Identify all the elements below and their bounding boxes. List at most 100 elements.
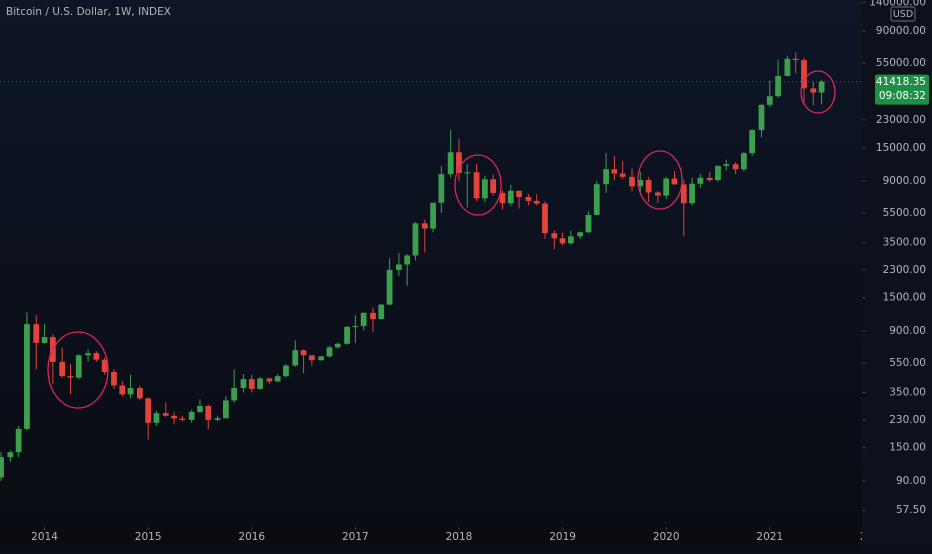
candle-body [697,177,704,184]
candle-body [145,398,152,423]
y-tick-label: 15000.00 [876,142,926,154]
candle-body [7,452,14,458]
candle-body [119,385,126,395]
candle-body [162,413,169,416]
candle-body [222,400,229,419]
currency-label: USD [893,9,913,20]
candle-body [283,365,289,377]
candle-body [33,324,40,343]
candle-body [292,350,299,366]
candle-body [490,179,497,193]
candle-body [0,457,4,478]
price-tag [875,74,929,105]
candle-body [706,177,713,181]
y-tick-label: 3500.00 [883,237,926,249]
candle-body [559,238,566,244]
candle-body [404,255,411,265]
candle-body [231,388,238,401]
candle-body [85,353,91,356]
candle-body [386,269,393,305]
y-tick-label: 230.00 [889,414,926,426]
x-tick-label: 2020 [653,531,680,543]
currency-box [890,6,916,22]
y-tick-label: 1500.00 [883,292,926,304]
y-tick-label: 2300.00 [883,264,926,276]
y-tick-label: 23000.00 [876,114,926,126]
y-tick-label: 550.00 [889,357,926,369]
candle-body [153,413,160,423]
candle-body [645,179,652,193]
candle-body [421,223,428,229]
highlight-circle [637,150,683,210]
chart-title: Bitcoin / U.S. Dollar, 1W, INDEX [6,6,171,18]
candle-body [352,326,359,328]
candle-body [723,164,730,166]
candle-body [619,173,626,177]
candle-body [395,264,402,270]
candle-body [360,312,367,327]
candle-body [715,165,721,181]
y-tick-label: 140000.00 [869,0,926,8]
y-tick-label: 150.00 [889,442,926,454]
candle-body [577,232,584,237]
candle-body [111,371,117,386]
candle-body [784,58,791,76]
x-tick-label: 2019 [549,531,576,543]
annotations [47,70,836,409]
candle-body [689,183,695,204]
candle-body [257,378,263,389]
x-axis: 201420152016201720182019202020212022 [31,527,887,543]
candle-body [308,355,315,361]
candle-body [499,192,506,204]
candle-body [456,152,462,173]
y-tick-label: 900.00 [889,325,926,337]
candle-body [637,179,644,187]
y-tick-label: 55000.00 [876,57,926,69]
candle-body [551,233,558,239]
y-tick-label: 57.50 [896,504,926,516]
candle-body [732,164,739,170]
candle-body [430,202,436,229]
y-tick-label: 90000.00 [876,25,926,37]
candle-body [818,81,825,93]
candle-body [473,172,480,199]
candle-body [67,376,74,378]
candle-body [801,60,807,89]
x-tick-label: 2015 [135,531,162,543]
candle-body [542,203,548,234]
x-tick-label: 2014 [31,531,58,543]
candle-body [567,236,574,244]
y-tick-label: 90.00 [896,475,926,487]
candle-body [248,379,255,389]
candle-body [179,418,186,420]
candle-body [603,169,609,185]
candle-body [344,326,350,344]
candle-body [680,184,687,204]
candle-body [481,179,488,199]
candle-body [300,350,307,356]
candle-body [318,356,325,361]
x-tick-label: 2018 [446,531,473,543]
candle-body [775,75,781,97]
candle-body [507,190,514,204]
candle-body [671,178,678,185]
candle-body [749,130,756,154]
candle-body [516,190,522,197]
candle-body [766,96,773,105]
candle-body [758,104,765,131]
candle-body [188,411,195,420]
candle-body [447,152,454,175]
candle-body [663,178,670,196]
candle-body [171,415,177,419]
candle-body [41,337,48,343]
candle-body [611,169,618,174]
candle-body [792,58,799,61]
candle-body [274,376,281,382]
highlight-circle [800,70,836,114]
candle-body [655,192,661,196]
y-tick-label: 350.00 [889,387,926,399]
candle-body [533,200,540,204]
y-axis: 140000.00 90000.00 55000.00 23000.00 15000.0… [862,0,929,516]
candle-body [740,153,747,170]
